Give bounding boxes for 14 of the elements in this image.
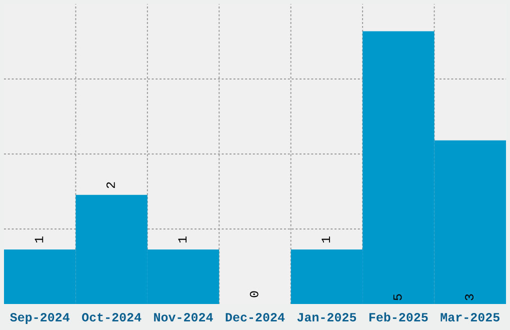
data-label: 2: [106, 182, 115, 188]
x-tick-label: Dec-2024: [226, 313, 285, 322]
data-label: 1: [322, 236, 330, 243]
x-tick-label: Nov-2024: [154, 313, 213, 322]
x-tick-label: Feb-2025: [369, 312, 428, 322]
x-tick-label: Sep-2024: [10, 313, 70, 324]
x-tick-label: Oct-2024: [82, 313, 142, 322]
data-label: 5: [393, 294, 402, 300]
x-tick-label: Mar-2025: [440, 313, 500, 322]
x-tick-label: Jan-2025: [297, 313, 356, 322]
data-label: 1: [34, 236, 44, 243]
data-label: 0: [250, 291, 258, 298]
data-label: 1: [178, 236, 187, 243]
data-label: 3: [465, 294, 474, 300]
